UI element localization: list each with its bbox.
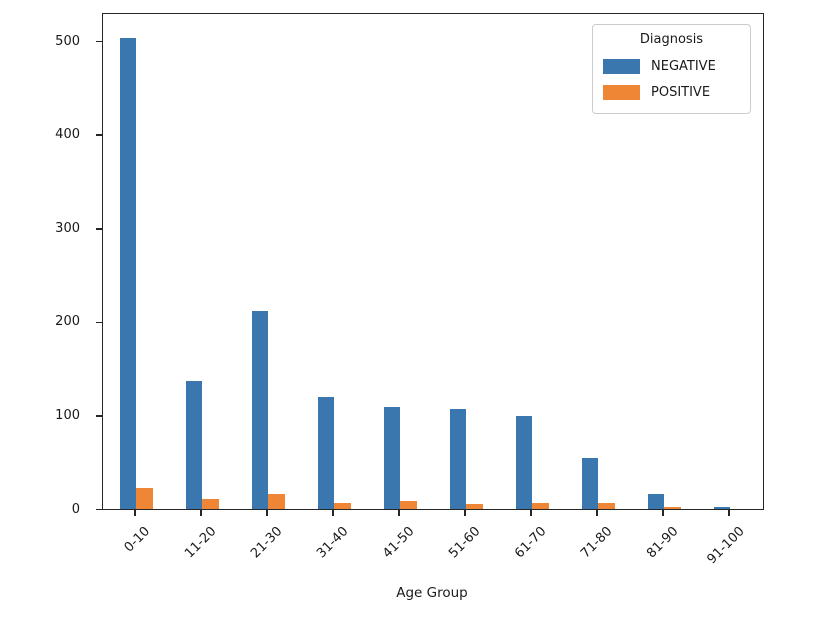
- bar-negative-11-20: [185, 380, 202, 509]
- x-tick-mark: [332, 509, 334, 516]
- x-tick-mark: [662, 509, 664, 516]
- bar-positive-61-70: [532, 503, 549, 509]
- legend: Diagnosis NEGATIVE POSITIVE: [592, 24, 751, 114]
- y-tick-mark: [96, 321, 102, 324]
- y-tick-label: 200: [55, 314, 80, 330]
- bar-positive-51-60: [466, 504, 483, 509]
- bar-positive-41-50: [400, 500, 417, 509]
- bar-negative-61-70: [515, 416, 532, 509]
- bar-negative-0-10: [119, 38, 136, 509]
- bar-negative-71-80: [581, 457, 598, 509]
- bar-positive-71-80: [598, 503, 615, 509]
- bar-negative-51-60: [449, 408, 466, 509]
- legend-label: POSITIVE: [651, 84, 711, 100]
- x-tick-mark: [530, 509, 532, 516]
- bar-positive-0-10: [136, 488, 153, 509]
- bar-negative-41-50: [383, 407, 400, 509]
- legend-entry-negative: NEGATIVE: [603, 53, 740, 79]
- bar-positive-21-30: [268, 494, 285, 509]
- x-tick-mark: [464, 509, 466, 516]
- legend-label: NEGATIVE: [651, 58, 716, 74]
- x-tick-mark: [398, 509, 400, 516]
- bar-negative-81-90: [647, 494, 664, 509]
- x-tick-mark: [266, 509, 268, 516]
- y-tick-mark: [96, 134, 102, 136]
- x-tick-mark: [728, 509, 730, 516]
- bar-positive-31-40: [334, 503, 351, 509]
- y-tick-label: 300: [55, 220, 80, 236]
- y-tick-mark: [96, 415, 102, 417]
- legend-swatch-negative: [603, 58, 640, 74]
- y-tick-label: 0: [71, 501, 80, 517]
- legend-entry-positive: POSITIVE: [603, 79, 740, 105]
- bar-negative-31-40: [317, 396, 334, 509]
- bar-negative-21-30: [251, 310, 268, 509]
- x-tick-mark: [200, 509, 202, 516]
- bar-positive-11-20: [202, 498, 219, 509]
- legend-entries: NEGATIVE POSITIVE: [603, 53, 740, 105]
- x-tick-mark: [134, 509, 136, 516]
- bar-negative-91-100: [713, 507, 730, 509]
- legend-title: Diagnosis: [639, 32, 704, 47]
- y-tick-mark: [96, 40, 102, 43]
- x-axis-title: Age Group: [396, 585, 468, 601]
- y-tick-mark: [96, 228, 102, 230]
- bar-positive-81-90: [664, 507, 681, 509]
- x-tick-mark: [596, 509, 598, 516]
- legend-swatch-positive: [603, 84, 640, 100]
- y-tick-mark: [96, 508, 102, 511]
- y-tick-label: 100: [55, 407, 80, 423]
- y-tick-label: 400: [55, 127, 80, 143]
- y-tick-label: 500: [55, 33, 80, 49]
